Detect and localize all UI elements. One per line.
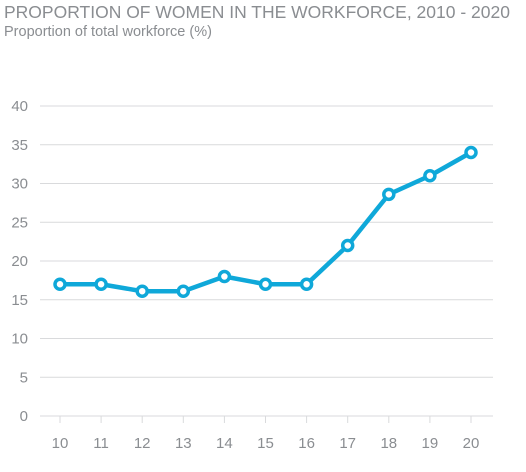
y-tick-label-20: 20 <box>11 253 28 270</box>
data-point-14 <box>217 269 232 284</box>
x-tick-label-18: 18 <box>380 435 397 452</box>
y-tick-label-15: 15 <box>11 292 28 309</box>
x-tick-label-11: 11 <box>93 435 109 452</box>
y-tick-label-35: 35 <box>11 137 28 154</box>
chart-title: PROPORTION OF WOMEN IN THE WORKFORCE, 20… <box>4 2 510 22</box>
x-tick-label-14: 14 <box>216 435 233 452</box>
data-point-17 <box>340 238 355 253</box>
gridlines <box>40 105 493 417</box>
data-point-16 <box>299 277 314 291</box>
chart-subtitle: Proportion of total workforce (%) <box>4 24 212 40</box>
data-point-12 <box>135 284 149 298</box>
x-axis-tick-labels: 10 11 12 13 14 15 16 17 18 19 20 <box>52 435 480 452</box>
x-tick-label-16: 16 <box>298 435 315 452</box>
series-layer <box>53 145 478 298</box>
data-point-11 <box>94 277 108 291</box>
x-tick-label-19: 19 <box>422 435 439 452</box>
y-axis-tick-labels: 0 5 10 15 20 25 30 35 40 <box>11 98 28 425</box>
y-tick-label-5: 5 <box>20 369 28 386</box>
data-point-20 <box>464 145 478 160</box>
y-tick-label-30: 30 <box>11 176 28 193</box>
x-tick-label-13: 13 <box>175 435 192 452</box>
data-point-19 <box>423 169 437 183</box>
y-tick-label-0: 0 <box>20 408 28 425</box>
x-tick-label-15: 15 <box>257 435 274 452</box>
x-tick-label-20: 20 <box>463 435 480 452</box>
data-point-10 <box>53 277 67 291</box>
x-tick-label-17: 17 <box>339 435 356 452</box>
data-point-18 <box>382 187 396 202</box>
x-axis-ticks <box>59 416 472 423</box>
y-tick-label-10: 10 <box>11 331 28 348</box>
x-tick-label-10: 10 <box>52 435 69 452</box>
x-tick-label-12: 12 <box>134 435 151 452</box>
y-tick-label-40: 40 <box>11 98 28 115</box>
y-tick-label-25: 25 <box>11 214 28 231</box>
data-point-13 <box>176 284 191 298</box>
data-point-15 <box>258 277 273 291</box>
